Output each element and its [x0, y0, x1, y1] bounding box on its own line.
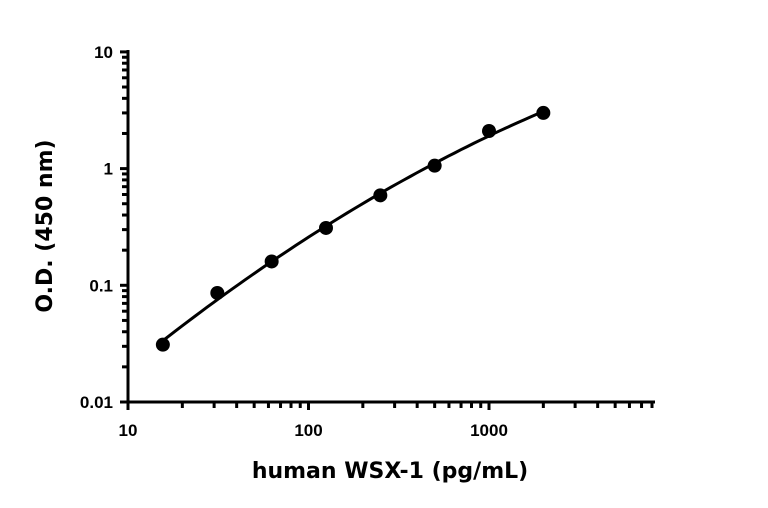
data-point: [427, 158, 442, 173]
y-tick-label: 10: [94, 43, 113, 62]
data-point: [482, 123, 496, 138]
x-axis-title: human WSX-1 (pg/mL): [252, 459, 528, 484]
data-point: [536, 105, 551, 120]
data-point: [373, 188, 388, 203]
x-axis-tick-labels: 10 100 1000: [119, 421, 508, 440]
y-tick-label: 1: [104, 160, 113, 179]
x-tick-label: 10: [119, 421, 138, 440]
data-point: [264, 254, 279, 269]
data-point: [318, 220, 333, 235]
data-points: [155, 105, 551, 352]
y-tick-label: 0.01: [80, 393, 113, 412]
y-tick-label: 0.1: [89, 276, 113, 295]
data-point: [155, 337, 170, 352]
fit-curve: [161, 110, 544, 342]
y-axis-title: O.D. (450 nm): [33, 139, 58, 312]
x-tick-label: 1000: [470, 421, 508, 440]
x-tick-label: 100: [294, 421, 322, 440]
data-point: [210, 285, 225, 300]
y-axis-tick-labels: 0.01 0.1 1 10: [80, 43, 113, 412]
